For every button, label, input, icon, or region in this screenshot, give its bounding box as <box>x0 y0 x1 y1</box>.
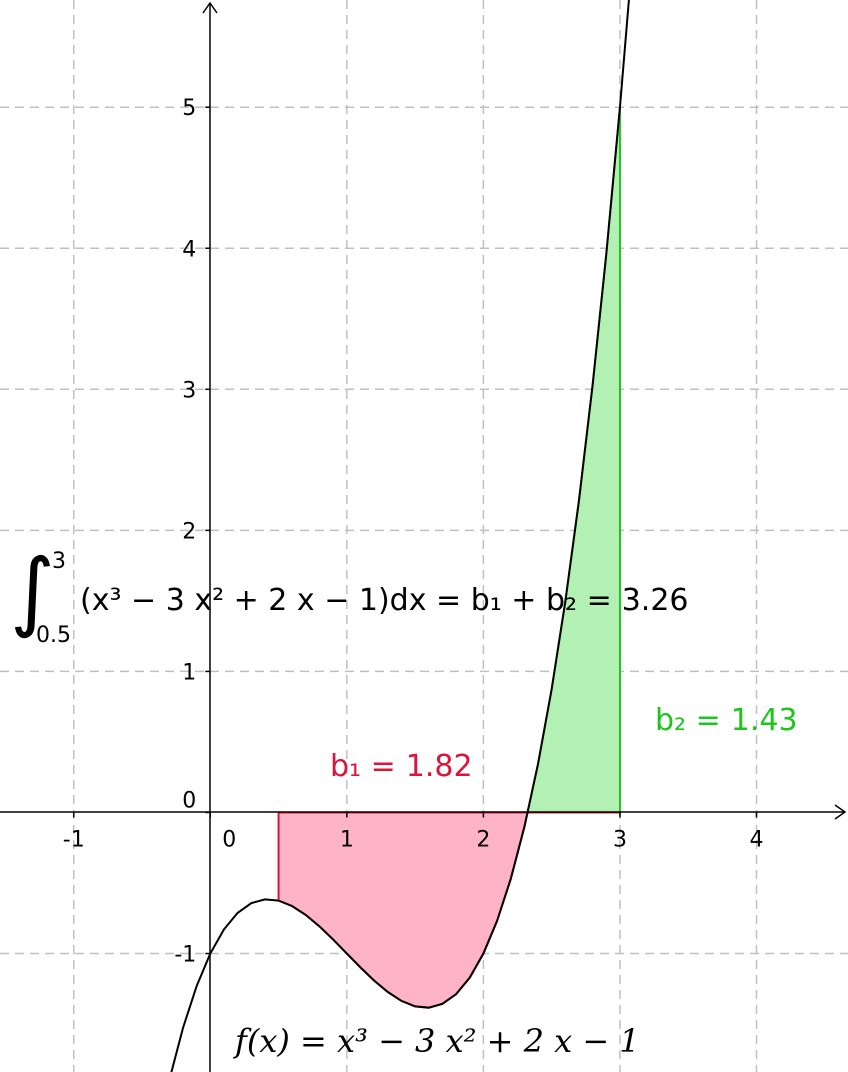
region-name: b₂ = <box>655 703 721 738</box>
y-tick-label: 0 <box>182 788 196 813</box>
region-value: 1.82 <box>406 749 473 784</box>
integral-value: 3.26 <box>622 583 689 618</box>
integral-expression: (x³ − 3 x² + 2 x − 1)dx = b₁ + b₂ = <box>80 583 612 618</box>
y-tick-label: 2 <box>182 519 196 544</box>
x-tick-label: -1 <box>63 827 85 852</box>
region-name: b₁ = <box>330 749 396 784</box>
region-label: b₁ = 1.82 <box>330 749 473 784</box>
y-tick-label: 5 <box>182 96 196 121</box>
x-tick-label: 3 <box>613 827 627 852</box>
y-tick-label: 1 <box>182 660 196 685</box>
function-label: f(x) = x³ − 3 x² + 2 x − 1 <box>233 1022 640 1060</box>
y-tick-label: -1 <box>174 943 196 968</box>
integral-upper: 3 <box>52 549 66 574</box>
x-tick-label: 4 <box>750 827 764 852</box>
integral-lower: 0.5 <box>36 623 71 648</box>
x-tick-label: 1 <box>340 827 354 852</box>
y-tick-label: 3 <box>182 378 196 403</box>
x-tick-label: 0 <box>222 827 236 852</box>
region-label: b₂ = 1.43 <box>655 703 798 738</box>
integral-region <box>277 812 621 1009</box>
function-curve <box>170 0 630 1072</box>
integral-sign: ∫ <box>10 541 55 641</box>
y-axis-arrow <box>202 1 218 14</box>
x-axis-arrow <box>834 804 847 820</box>
region-value: 1.43 <box>731 703 798 738</box>
integral-text: (x³ − 3 x² + 2 x − 1)dx = b₁ + b₂ = 3.26 <box>80 583 689 618</box>
x-tick-label: 2 <box>476 827 490 852</box>
y-tick-label: 4 <box>182 237 196 262</box>
